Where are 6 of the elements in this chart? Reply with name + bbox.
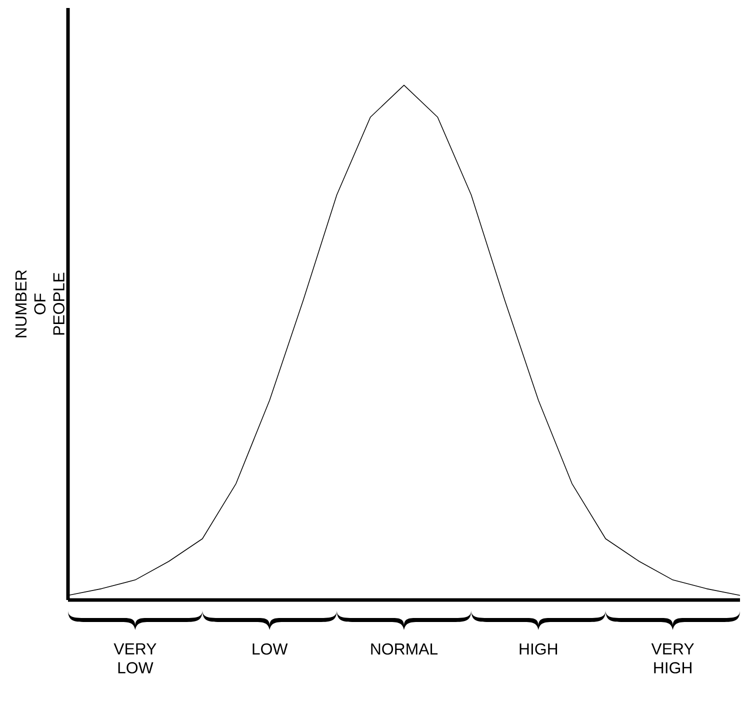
x-tick-label: VERY HIGH [651, 643, 694, 674]
x-tick-label: VERY LOW [114, 643, 156, 674]
y-axis-title: NUMBER OF PEOPLE [15, 270, 64, 338]
x-tick-label: LOW [252, 643, 288, 655]
x-tick-label: HIGH [520, 643, 558, 655]
x-tick-label: NORMAL [371, 643, 438, 655]
